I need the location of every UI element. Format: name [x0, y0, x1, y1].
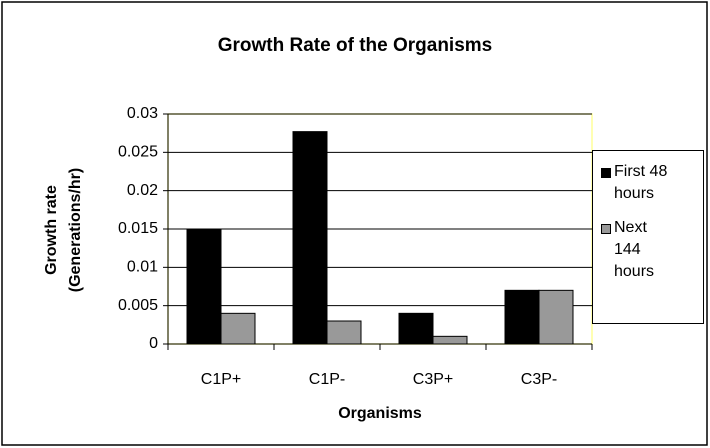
y-tick-label: 0.025 [118, 144, 158, 161]
x-tick-label: C3P+ [413, 371, 453, 388]
bar [432, 335, 468, 345]
x-tick-label: C3P- [521, 371, 557, 388]
y-tick-label: 0.02 [127, 182, 158, 199]
y-tick-label: 0.005 [118, 297, 158, 314]
y-axis-label-line: (Generations/hr) [67, 168, 84, 292]
y-axis-label-line: Growth rate [43, 185, 60, 275]
legend-entry: First 48 hours [601, 161, 703, 205]
legend-entry: Next 144 hours [601, 217, 703, 283]
legend-swatch [601, 168, 611, 178]
bar [186, 228, 222, 345]
bar [292, 131, 328, 345]
y-tick-label: 0.03 [127, 105, 158, 122]
bar [504, 289, 540, 345]
bar [220, 312, 256, 345]
y-tick-label: 0 [149, 335, 158, 352]
x-axis-label: Organisms [338, 405, 422, 422]
bar [326, 320, 362, 345]
legend-swatch [601, 224, 611, 234]
bar [538, 289, 574, 345]
chart-title: Growth Rate of the Organisms [218, 35, 492, 56]
bar [398, 312, 434, 345]
y-tick-label: 0.01 [127, 259, 158, 276]
x-tick-label: C1P+ [201, 371, 241, 388]
y-tick-label: 0.015 [118, 220, 158, 237]
legend: First 48 hours Next 144 hours [592, 150, 704, 324]
x-tick-label: C1P- [309, 371, 345, 388]
legend-label: First 48 hours [614, 163, 668, 202]
y-axis-label: Growth rate (Generations/hr) [43, 168, 84, 292]
legend-label: Next 144 hours [614, 219, 655, 280]
